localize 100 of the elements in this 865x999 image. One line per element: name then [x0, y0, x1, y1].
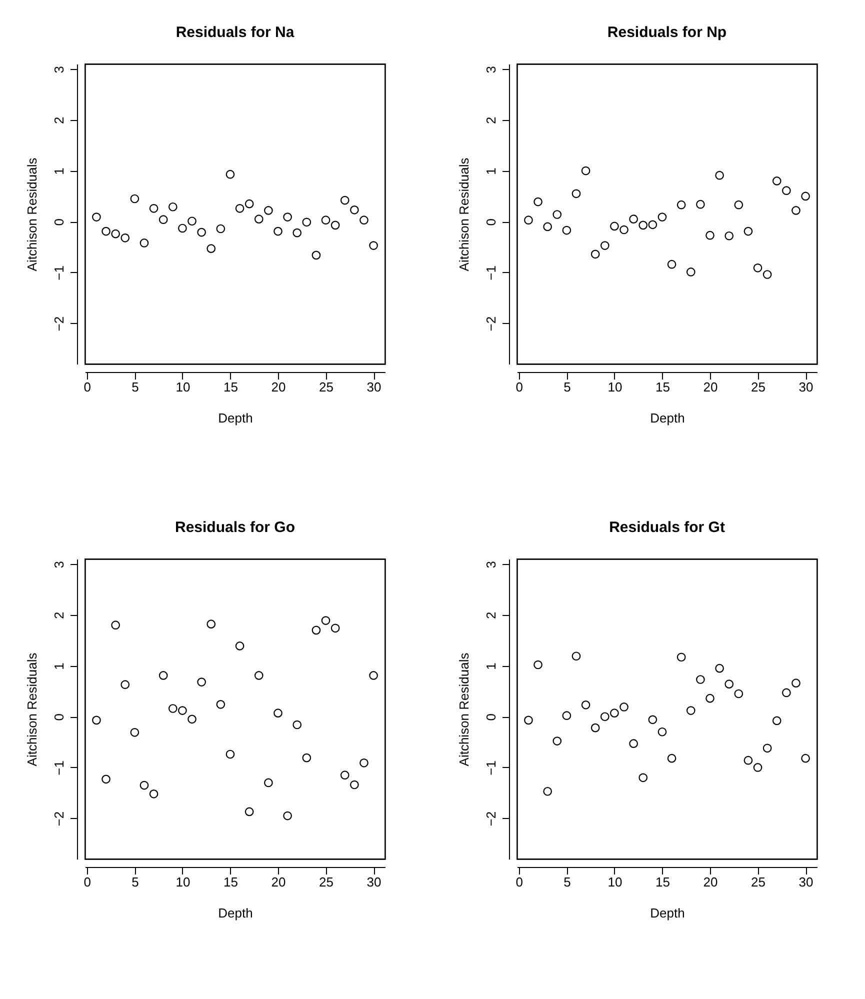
x-tick-label: 0: [516, 380, 524, 394]
x-tick-label: 25: [751, 380, 766, 394]
point: [244, 199, 254, 208]
point: [638, 773, 648, 782]
x-tick-label: 25: [319, 380, 334, 394]
point: [744, 226, 753, 236]
point: [197, 228, 206, 237]
point: [360, 758, 368, 768]
point: [149, 790, 158, 798]
point: [216, 224, 226, 234]
point: [188, 714, 196, 724]
point: [801, 192, 810, 201]
x-tick-label: 20: [271, 874, 286, 890]
point: [178, 224, 187, 233]
y-tick-label: 3: [484, 560, 498, 568]
point: [206, 244, 216, 253]
x-tick-label: 10: [176, 874, 190, 890]
point: [534, 197, 542, 206]
x-axis-title: Depth: [650, 410, 685, 426]
y-tick-label: 0: [52, 218, 66, 226]
x-tick-label: 30: [798, 874, 814, 890]
point: [581, 166, 590, 176]
x-tick-label: 10: [176, 380, 190, 394]
y-axis-title: Aitchison Residuals: [456, 652, 472, 766]
point: [676, 652, 686, 662]
point: [552, 210, 562, 219]
point: [590, 250, 600, 259]
point: [667, 260, 676, 269]
chart-title: Residuals for Gt: [609, 519, 725, 536]
x-tick-label: 0: [516, 874, 524, 890]
y-tick-label: 1: [52, 168, 66, 175]
point: [244, 807, 254, 816]
point: [610, 222, 619, 231]
point: [330, 220, 340, 230]
point: [686, 706, 696, 715]
x-tick-label: 25: [751, 874, 766, 890]
point: [206, 620, 216, 628]
point: [330, 624, 340, 633]
x-tick-label: 25: [319, 874, 334, 890]
point: [111, 229, 120, 238]
x-tick-label: 30: [366, 874, 382, 890]
x-tick-label: 5: [132, 380, 139, 394]
y-axis-title: Aitchison Residuals: [456, 157, 472, 272]
chart-title: Residuals for Go: [174, 519, 296, 536]
point: [562, 226, 572, 235]
y-tick-label: 2: [484, 612, 498, 620]
point: [254, 214, 264, 224]
point: [734, 200, 744, 210]
point: [302, 753, 312, 762]
point: [753, 763, 762, 772]
point: [792, 206, 800, 215]
point: [572, 189, 581, 198]
point: [102, 226, 110, 236]
point: [274, 708, 282, 718]
point: [92, 716, 101, 725]
x-tick-label: 30: [366, 380, 382, 394]
point: [264, 778, 273, 788]
x-tick-label: 30: [798, 380, 814, 394]
point: [667, 754, 676, 763]
point: [292, 720, 302, 730]
point: [321, 616, 330, 625]
point: [312, 250, 321, 260]
point: [216, 700, 226, 709]
y-tick-label: −1: [52, 760, 66, 776]
x-tick-label: 5: [132, 874, 139, 890]
x-tick-label: 5: [564, 874, 571, 890]
y-tick-label: 3: [52, 560, 66, 568]
point: [360, 216, 368, 225]
point: [676, 200, 686, 210]
point: [340, 770, 350, 780]
point: [292, 228, 302, 238]
point: [629, 214, 638, 224]
point: [744, 756, 753, 765]
point: [724, 680, 734, 688]
point: [168, 202, 178, 212]
x-axis-title: Depth: [218, 410, 253, 426]
point: [715, 664, 724, 673]
x-tick-label: 15: [655, 380, 670, 394]
point: [753, 263, 762, 272]
point: [178, 706, 187, 715]
point: [340, 196, 350, 205]
x-axis-title: Depth: [650, 906, 685, 920]
point: [524, 716, 533, 725]
point: [581, 700, 590, 710]
point: [600, 712, 610, 722]
point: [254, 671, 264, 680]
y-tick-label: −2: [52, 811, 66, 826]
point: [572, 652, 581, 661]
point: [696, 200, 705, 209]
y-tick-label: 3: [484, 66, 498, 74]
point: [658, 212, 667, 222]
point: [120, 680, 130, 690]
point: [321, 216, 330, 225]
y-tick-label: −1: [52, 266, 66, 280]
point: [226, 750, 235, 759]
point: [629, 739, 638, 748]
point: [762, 270, 772, 279]
point: [158, 215, 168, 224]
point: [168, 704, 178, 713]
x-tick-label: 10: [608, 874, 622, 890]
